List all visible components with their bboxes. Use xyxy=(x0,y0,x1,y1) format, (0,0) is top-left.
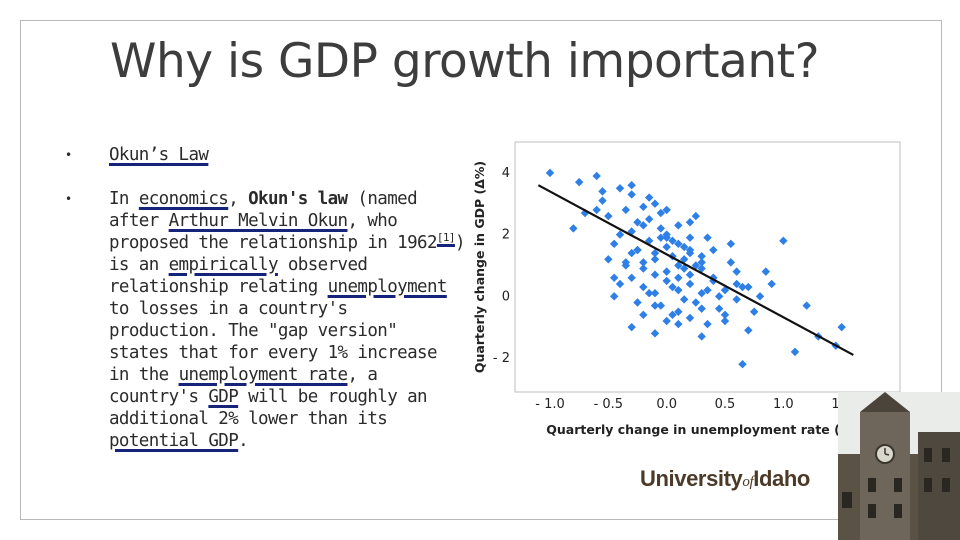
data-point xyxy=(668,282,677,292)
data-point xyxy=(703,319,712,329)
data-point xyxy=(703,285,712,295)
bullet-text: , a country's xyxy=(109,365,378,407)
regression-line xyxy=(537,184,854,356)
data-point xyxy=(650,270,660,279)
bullet-okun-description: • In economics, Okun's law (named after … xyxy=(65,188,466,452)
data-point xyxy=(615,184,625,193)
plot-area xyxy=(514,141,901,393)
bullet-text: will be roughly an additional 2% lower t… xyxy=(109,387,428,429)
bullet-text: . xyxy=(238,431,249,451)
data-point xyxy=(633,218,642,227)
data-point xyxy=(633,298,642,307)
data-point xyxy=(738,282,747,292)
logo-of-text: of xyxy=(742,474,754,490)
data-point xyxy=(615,279,625,289)
data-point xyxy=(790,347,800,357)
bullet-dot-icon: • xyxy=(65,148,72,162)
y-tick-label: 4 xyxy=(502,166,510,181)
y-tick-label: 0 xyxy=(502,289,510,304)
data-point xyxy=(685,233,695,242)
y-tick-label: - 2 xyxy=(493,351,510,366)
economics-link[interactable]: economics xyxy=(138,189,229,209)
bullet-text: to losses in a country's production. The… xyxy=(109,299,437,385)
data-point xyxy=(650,289,660,298)
data-point xyxy=(668,236,677,245)
x-tick-label: - 1.0 xyxy=(535,397,565,412)
arthur-okun-link[interactable]: Arthur Melvin Okun xyxy=(168,211,348,231)
data-point xyxy=(685,218,695,227)
data-point xyxy=(720,310,730,320)
bullet-dot-icon: • xyxy=(65,192,72,206)
data-point xyxy=(650,248,660,258)
x-tick-label: - 0.5 xyxy=(594,397,624,412)
data-point xyxy=(650,329,660,338)
unemployment-rate-link[interactable]: unemployment rate xyxy=(178,365,349,385)
citation-link[interactable]: [1] xyxy=(436,231,456,245)
x-tick-label: 0.5 xyxy=(715,397,736,412)
data-point xyxy=(598,196,607,205)
bullet-text: (named after xyxy=(109,189,418,231)
unemployment-link[interactable]: unemployment xyxy=(327,277,448,297)
bullet-text: , who proposed the relationship in 1962 xyxy=(109,211,437,253)
potential-gdp-link[interactable]: potential GDP xyxy=(109,431,239,451)
data-point xyxy=(685,270,695,279)
okun-scatter-chart: - 1.0- 0.50.00.51.01.52.0 420- 2 Quarter… xyxy=(472,141,910,437)
campus-building-image xyxy=(838,392,960,540)
x-tick-label: 0.0 xyxy=(656,397,677,412)
gdp-link[interactable]: GDP xyxy=(208,387,239,407)
data-point xyxy=(668,310,677,320)
bullet-text: In xyxy=(109,189,139,209)
data-point xyxy=(650,199,660,208)
data-point xyxy=(755,292,765,301)
data-point xyxy=(650,301,660,310)
data-point xyxy=(545,168,555,178)
slide-title: Why is GDP growth important? xyxy=(110,34,820,89)
bullet-text: ) is an xyxy=(109,233,466,275)
data-point xyxy=(615,230,625,239)
y-axis-ticks: 4 2 0 - 2 xyxy=(493,166,510,366)
data-point xyxy=(685,248,695,258)
logo-idaho-text: Idaho xyxy=(753,466,810,491)
data-point xyxy=(714,304,724,313)
data-point xyxy=(703,233,712,242)
bullet-text: observed relationship relating xyxy=(109,255,368,297)
y-tick-label: 2 xyxy=(502,228,510,243)
bullet-okuns-law: • Okun’s Law xyxy=(65,144,465,166)
university-of-idaho-logo: UniversityofIdaho xyxy=(640,466,810,492)
y-axis-label: Quarterly change in GDP (Δ%) xyxy=(472,161,487,373)
data-point xyxy=(720,316,730,326)
empirically-link[interactable]: empirically xyxy=(168,255,279,275)
okuns-law-link[interactable]: Okun’s Law xyxy=(109,145,209,165)
x-axis-label: Quarterly change in unemployment rate (Δ… xyxy=(546,422,868,437)
data-point xyxy=(685,313,695,323)
logo-university-text: University xyxy=(640,466,743,491)
bullet-text: , xyxy=(228,189,249,209)
data-point xyxy=(685,279,695,289)
data-point xyxy=(650,255,660,264)
data-point xyxy=(633,245,642,255)
okuns-law-term: Okun's law xyxy=(248,189,348,209)
bullet-list: • Okun’s Law • In economics, Okun's law … xyxy=(65,144,466,474)
x-tick-label: 1.0 xyxy=(773,397,794,412)
data-point xyxy=(738,360,747,369)
data-point xyxy=(598,187,607,196)
data-point xyxy=(580,208,590,218)
